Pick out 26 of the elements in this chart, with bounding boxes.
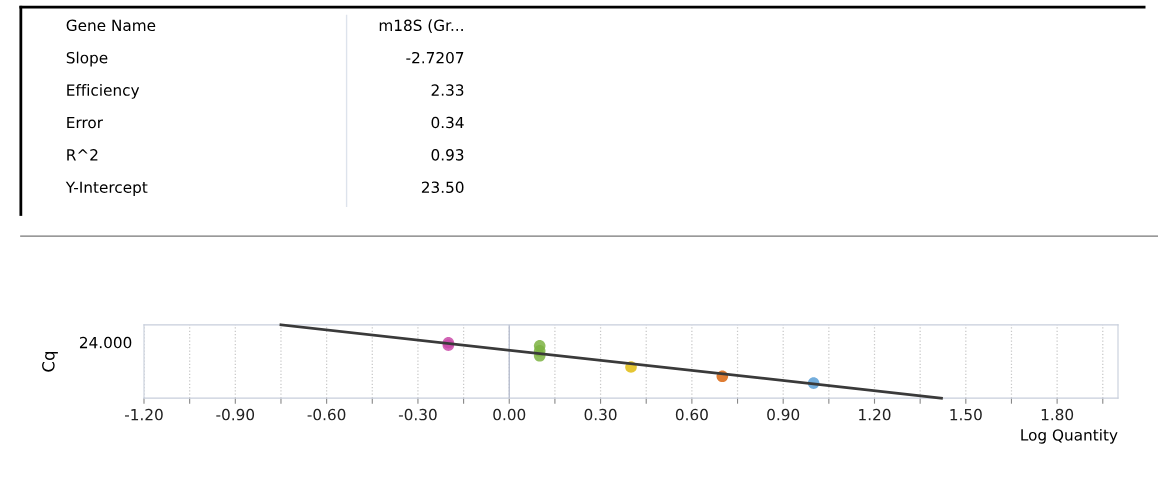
x-tick-label: -0.30 bbox=[398, 408, 437, 421]
x-tick-label: 1.50 bbox=[950, 408, 982, 421]
x-tick-label: 1.80 bbox=[1041, 408, 1074, 421]
x-tick-label: 1.20 bbox=[859, 408, 891, 421]
text: Slope bbox=[66, 51, 108, 67]
x-tick-label: 0.90 bbox=[767, 408, 800, 421]
x-tick-label: -0.90 bbox=[216, 408, 255, 421]
text: 23.50 bbox=[421, 181, 464, 194]
text: 0.34 bbox=[431, 116, 464, 129]
x-tick-label: 0.30 bbox=[584, 408, 617, 421]
text: -2.7207 bbox=[406, 51, 464, 64]
x-tick-label: 0.00 bbox=[493, 408, 526, 421]
x-tick-label: -1.20 bbox=[124, 408, 163, 421]
text: Error bbox=[67, 116, 104, 129]
text: R^2 bbox=[67, 149, 98, 161]
text: Y-Intercept bbox=[65, 181, 148, 196]
x-tick-label: -0.60 bbox=[307, 408, 346, 421]
x-tick-label: 0.60 bbox=[675, 408, 708, 421]
text: Efficiency bbox=[67, 84, 140, 99]
x-axis-title: Log Quantity bbox=[1021, 428, 1118, 444]
text: 24.000 bbox=[79, 336, 132, 349]
text: 0.93 bbox=[431, 149, 464, 161]
text: 2.33 bbox=[431, 84, 464, 96]
text: Gene Name bbox=[66, 19, 156, 32]
y-axis-title: Cq bbox=[42, 351, 58, 372]
text: m18S (Gr... bbox=[379, 19, 463, 33]
